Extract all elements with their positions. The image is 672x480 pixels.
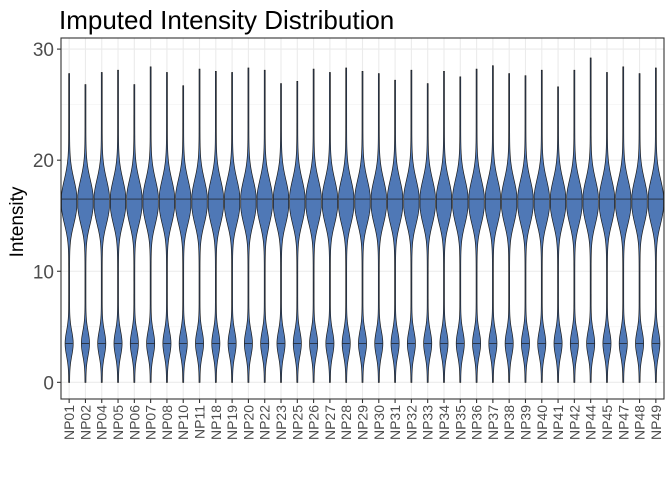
violin-NP28 [338, 67, 355, 383]
violin-NP47 [615, 66, 632, 383]
violin-NP31 [387, 79, 404, 383]
x-tick-label: NP19 [224, 405, 240, 440]
violin-NP25 [289, 80, 306, 383]
violin-NP18 [207, 70, 224, 383]
x-tick-label: NP05 [110, 405, 126, 440]
x-tick-label: NP31 [387, 405, 403, 440]
x-tick-label: NP25 [289, 405, 305, 440]
x-tick-label: NP07 [143, 405, 159, 440]
x-tick-label: NP11 [192, 405, 208, 439]
x-tick-label: NP02 [77, 405, 93, 440]
violin-NP35 [452, 76, 469, 383]
x-tick-label: NP30 [371, 405, 387, 440]
x-tick-label: NP40 [534, 405, 550, 440]
y-tick-label: 10 [33, 262, 54, 283]
violin-series [61, 57, 664, 383]
x-tick-label: NP49 [648, 405, 664, 440]
x-tick-label: NP28 [338, 405, 354, 440]
y-tick-label: 30 [33, 40, 54, 61]
x-tick-label: NP42 [566, 405, 582, 440]
violin-NP19 [224, 72, 241, 383]
violin-NP02 [77, 84, 94, 383]
x-tick-label: NP04 [94, 405, 110, 440]
x-tick-label: NP01 [61, 405, 77, 440]
x-tick-label: NP38 [501, 405, 517, 440]
x-tick-label: NP08 [159, 405, 175, 440]
violin-NP06 [126, 84, 143, 383]
x-tick-label: NP35 [452, 405, 468, 440]
violin-NP30 [370, 73, 387, 383]
violin-NP26 [305, 68, 322, 383]
violin-NP38 [501, 73, 518, 383]
x-tick-label: NP47 [615, 405, 631, 440]
violin-NP36 [468, 68, 485, 383]
violin-NP33 [419, 83, 436, 383]
x-tick-label: NP33 [420, 405, 436, 440]
x-tick-label: NP20 [240, 405, 256, 440]
violin-NP45 [598, 72, 615, 383]
violin-NP42 [566, 69, 583, 383]
violin-NP32 [403, 69, 420, 383]
violin-NP44 [582, 57, 599, 383]
x-tick-label: NP23 [273, 405, 289, 440]
violin-NP07 [142, 66, 159, 383]
violin-NP37 [484, 65, 501, 383]
x-axis: NP01 NP02 NP04 NP05 NP06 NP07 NP08 NP10 NP11 NP18… [61, 399, 664, 440]
violin-NP01 [61, 73, 78, 383]
x-tick-label: NP26 [306, 405, 322, 440]
violin-NP05 [110, 69, 127, 383]
violin-NP22 [256, 69, 273, 383]
violin-NP41 [550, 86, 567, 383]
y-axis-label: Intensity [7, 186, 28, 257]
violin-NP23 [272, 83, 290, 383]
x-tick-label: NP29 [355, 405, 371, 440]
violin-NP34 [435, 70, 453, 383]
x-tick-label: NP32 [403, 405, 419, 440]
x-tick-label: NP44 [583, 405, 599, 440]
violin-NP04 [93, 72, 110, 383]
x-tick-label: NP45 [599, 405, 615, 440]
chart-title: Imputed Intensity Distribution [59, 5, 394, 35]
y-axis: 0 10 20 30 [33, 40, 61, 394]
y-tick-label: 0 [43, 373, 54, 394]
x-tick-label: NP48 [632, 405, 648, 440]
violin-NP40 [533, 69, 550, 383]
violin-NP10 [175, 85, 192, 383]
x-tick-label: NP10 [175, 405, 191, 440]
x-tick-label: NP06 [126, 405, 142, 440]
violin-NP08 [158, 72, 175, 383]
x-tick-label: NP41 [550, 405, 566, 440]
x-tick-label: NP36 [469, 405, 485, 440]
violin-NP49 [647, 67, 664, 383]
x-tick-label: NP27 [322, 405, 338, 440]
x-tick-label: NP37 [485, 405, 501, 440]
violin-NP27 [321, 72, 338, 383]
violin-NP29 [354, 70, 371, 383]
x-tick-label: NP39 [517, 405, 533, 440]
violin-NP11 [191, 68, 208, 383]
y-tick-label: 20 [33, 151, 54, 172]
x-tick-label: NP22 [257, 405, 273, 440]
x-tick-label: NP18 [208, 405, 224, 440]
violin-NP20 [240, 67, 257, 383]
x-tick-label: NP34 [436, 405, 452, 440]
violin-NP39 [517, 75, 534, 383]
violin-NP48 [631, 73, 648, 383]
